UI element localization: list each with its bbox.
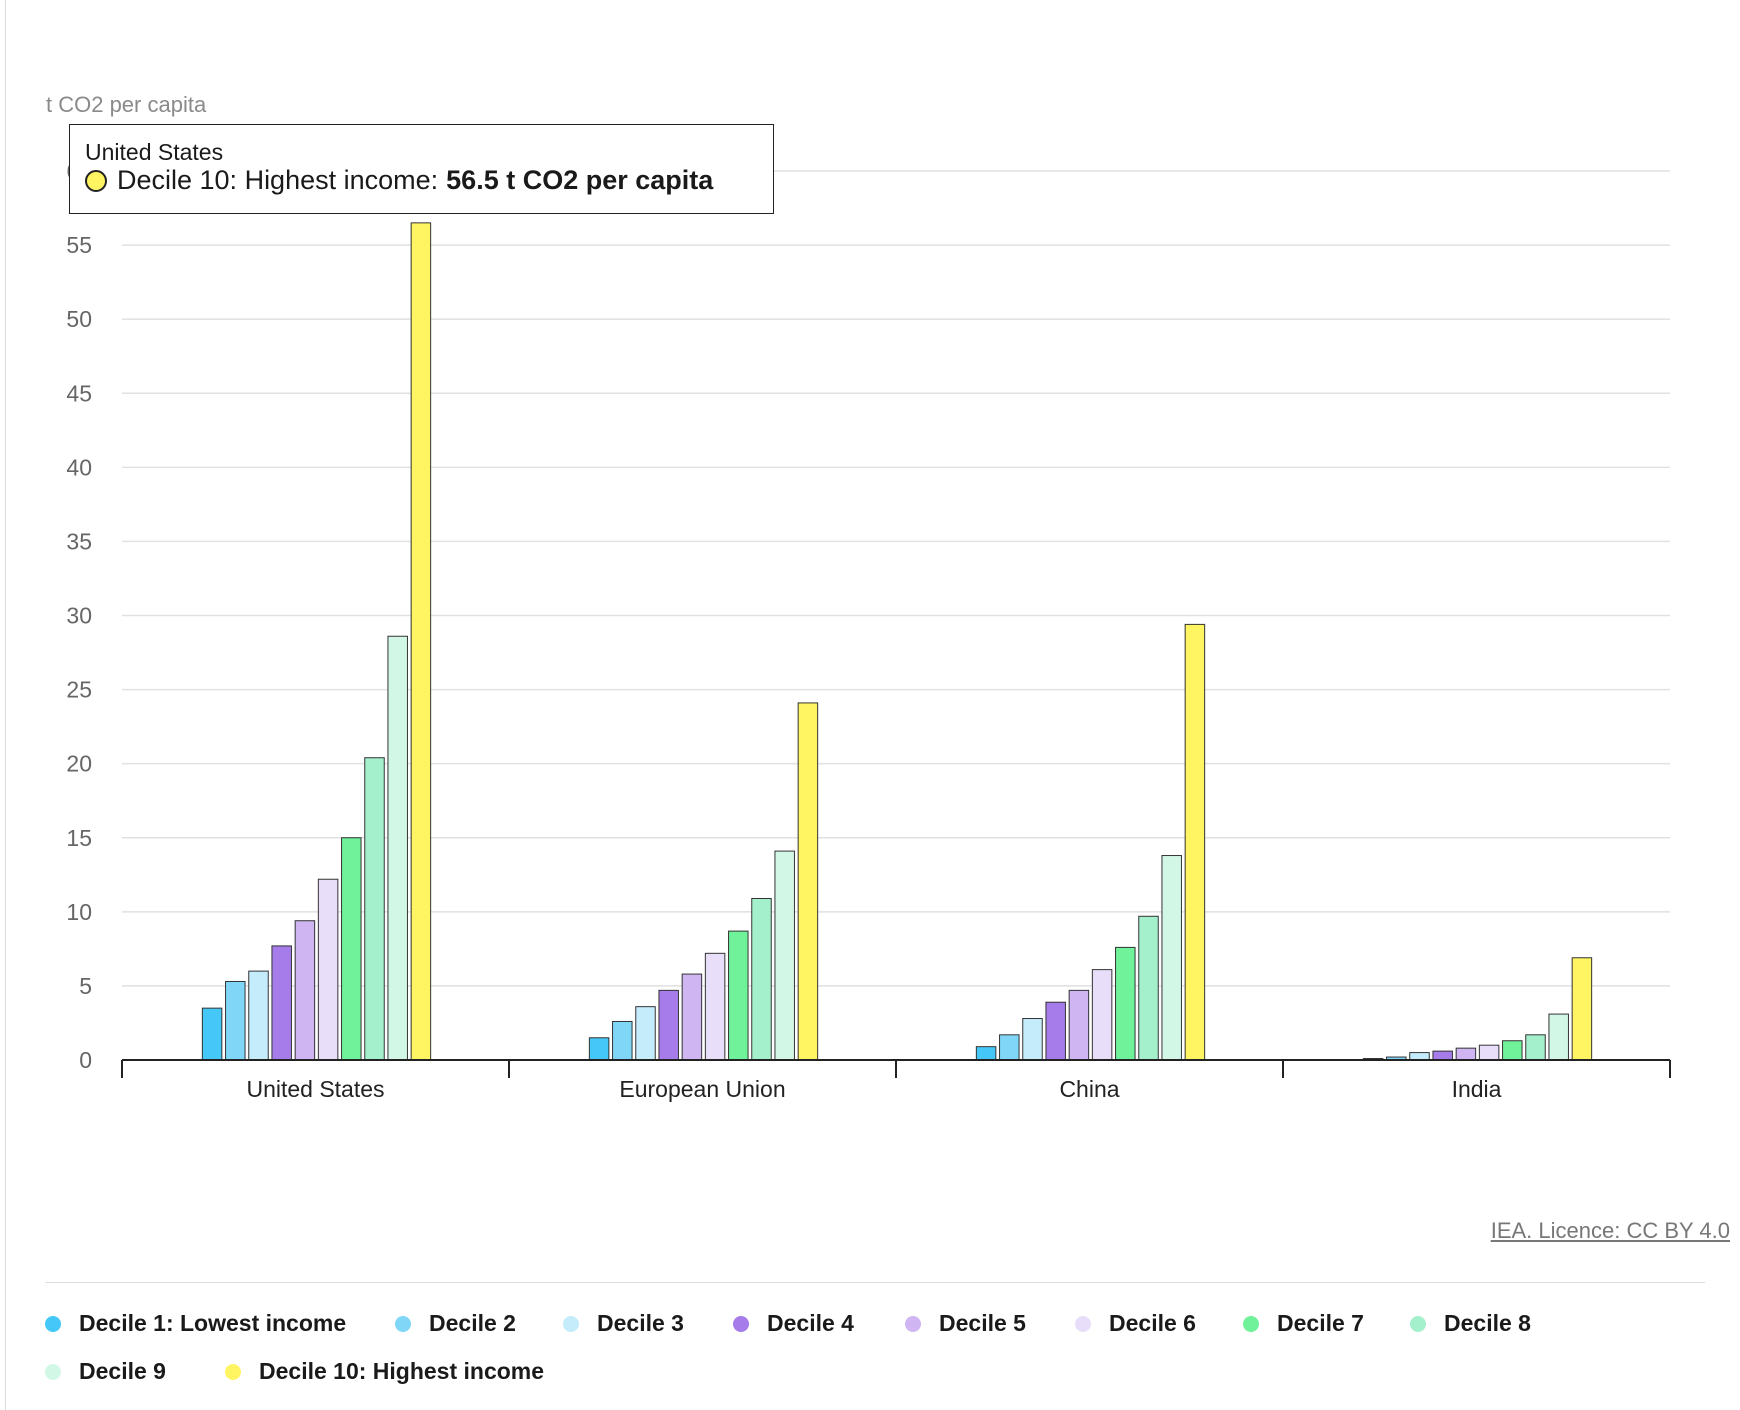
axes: 051015202530354045505560United StatesEur…	[66, 158, 1671, 1102]
legend-item[interactable]: Decile 6	[1075, 1310, 1196, 1337]
bar[interactable]	[1045, 1001, 1066, 1061]
legend-label: Decile 4	[767, 1310, 854, 1336]
bar[interactable]	[1502, 1040, 1523, 1061]
y-tick-label: 10	[66, 899, 92, 925]
tooltip-line: Decile 10: Highest income: 56.5 t CO2 pe…	[85, 165, 713, 196]
bar[interactable]	[658, 989, 679, 1061]
legend-label: Decile 9	[79, 1358, 166, 1384]
bar[interactable]	[1525, 1034, 1546, 1061]
legend-item[interactable]: Decile 4	[733, 1310, 854, 1337]
y-tick-label: 50	[66, 306, 92, 332]
legend-swatch	[563, 1315, 579, 1332]
tooltip-title: United States	[85, 139, 224, 165]
bar[interactable]	[1091, 969, 1113, 1061]
bar[interactable]	[1432, 1050, 1453, 1061]
y-tick-label: 5	[79, 973, 92, 999]
bar[interactable]	[975, 1046, 997, 1061]
y-tick-label: 35	[66, 528, 92, 554]
bar[interactable]	[1571, 957, 1593, 1061]
bar[interactable]	[317, 878, 339, 1061]
bar[interactable]	[294, 920, 316, 1061]
gridlines	[122, 170, 1670, 987]
bar[interactable]	[410, 222, 432, 1061]
x-tick-label: United States	[246, 1076, 384, 1102]
bar[interactable]	[751, 897, 772, 1061]
credit-link[interactable]: IEA. Licence: CC BY 4.0	[1490, 1218, 1730, 1243]
bar[interactable]	[635, 1006, 656, 1061]
legend-swatch	[905, 1315, 921, 1332]
bar[interactable]	[1138, 915, 1159, 1061]
legend-label: Decile 1: Lowest income	[79, 1310, 347, 1336]
legend-swatch	[1410, 1315, 1426, 1332]
legend-item[interactable]: Decile 8	[1410, 1310, 1531, 1337]
tooltip-series-dot	[85, 169, 107, 192]
x-tick-label: China	[1059, 1076, 1119, 1102]
legend-item[interactable]: Decile 9	[45, 1358, 166, 1385]
y-tick-label: 20	[66, 751, 92, 777]
y-tick-label: 55	[66, 232, 92, 258]
bar[interactable]	[1455, 1047, 1477, 1061]
legend-item[interactable]: Decile 1: Lowest income	[45, 1310, 346, 1337]
legend-item[interactable]: Decile 5	[905, 1310, 1026, 1337]
bar[interactable]	[681, 973, 703, 1061]
bar[interactable]	[1068, 989, 1090, 1061]
bar[interactable]	[364, 757, 385, 1061]
y-tick-label: 30	[66, 603, 92, 629]
bar[interactable]	[588, 1037, 610, 1061]
bar[interactable]	[225, 980, 246, 1061]
legend-swatch	[45, 1363, 61, 1380]
bar[interactable]	[1115, 946, 1136, 1061]
legend-swatch	[225, 1363, 241, 1380]
legend-label: Decile 5	[939, 1310, 1026, 1336]
bar[interactable]	[248, 970, 269, 1061]
left-border	[5, 0, 6, 1410]
tooltip-value: 56.5 t CO2 per capita	[446, 165, 714, 195]
y-tick-label: 45	[66, 380, 92, 406]
tooltip: United States Decile 10: Highest income:…	[69, 124, 774, 214]
bar[interactable]	[612, 1020, 633, 1061]
bar[interactable]	[728, 930, 749, 1061]
legend-item[interactable]: Decile 2	[395, 1310, 516, 1337]
bar[interactable]	[1184, 623, 1206, 1061]
legend-divider	[45, 1282, 1705, 1283]
legend-label: Decile 8	[1444, 1310, 1531, 1336]
legend-label: Decile 3	[597, 1310, 684, 1336]
legend-swatch	[1075, 1315, 1091, 1332]
legend-swatch	[1243, 1315, 1259, 1332]
bar[interactable]	[999, 1034, 1020, 1061]
bar[interactable]	[1161, 855, 1182, 1061]
bar[interactable]	[201, 1007, 223, 1061]
bar[interactable]	[704, 952, 726, 1061]
bar-chart: 051015202530354045505560United StatesEur…	[46, 92, 1671, 1102]
legend-item[interactable]: Decile 3	[563, 1310, 684, 1337]
x-tick-label: European Union	[619, 1076, 785, 1102]
bar[interactable]	[1548, 1013, 1569, 1061]
tooltip-series-label: Decile 10: Highest income:	[117, 165, 439, 195]
legend-swatch	[395, 1315, 411, 1332]
legend-label: Decile 10: Highest income	[259, 1358, 545, 1384]
y-tick-label: 25	[66, 677, 92, 703]
bar[interactable]	[1478, 1044, 1500, 1061]
legend-label: Decile 7	[1277, 1310, 1364, 1336]
legend-label: Decile 2	[429, 1310, 516, 1336]
legend-item[interactable]: Decile 10: Highest income	[225, 1358, 544, 1385]
bar[interactable]	[341, 837, 362, 1061]
legend-swatch	[733, 1315, 749, 1332]
legend-item[interactable]: Decile 7	[1243, 1310, 1364, 1337]
y-tick-label: 0	[79, 1047, 92, 1073]
y-tick-label: 15	[66, 825, 92, 851]
legend-label: Decile 6	[1109, 1310, 1196, 1336]
bar[interactable]	[271, 945, 292, 1061]
y-axis-label: t CO2 per capita	[46, 92, 207, 117]
bar[interactable]	[1022, 1018, 1043, 1061]
y-tick-label: 40	[66, 454, 92, 480]
bar[interactable]	[797, 702, 819, 1061]
bar[interactable]	[1409, 1052, 1430, 1061]
x-tick-label: India	[1452, 1076, 1502, 1102]
legend-swatch	[45, 1315, 61, 1332]
bar[interactable]	[387, 635, 408, 1061]
bar[interactable]	[774, 850, 795, 1061]
bars	[201, 222, 1593, 1061]
